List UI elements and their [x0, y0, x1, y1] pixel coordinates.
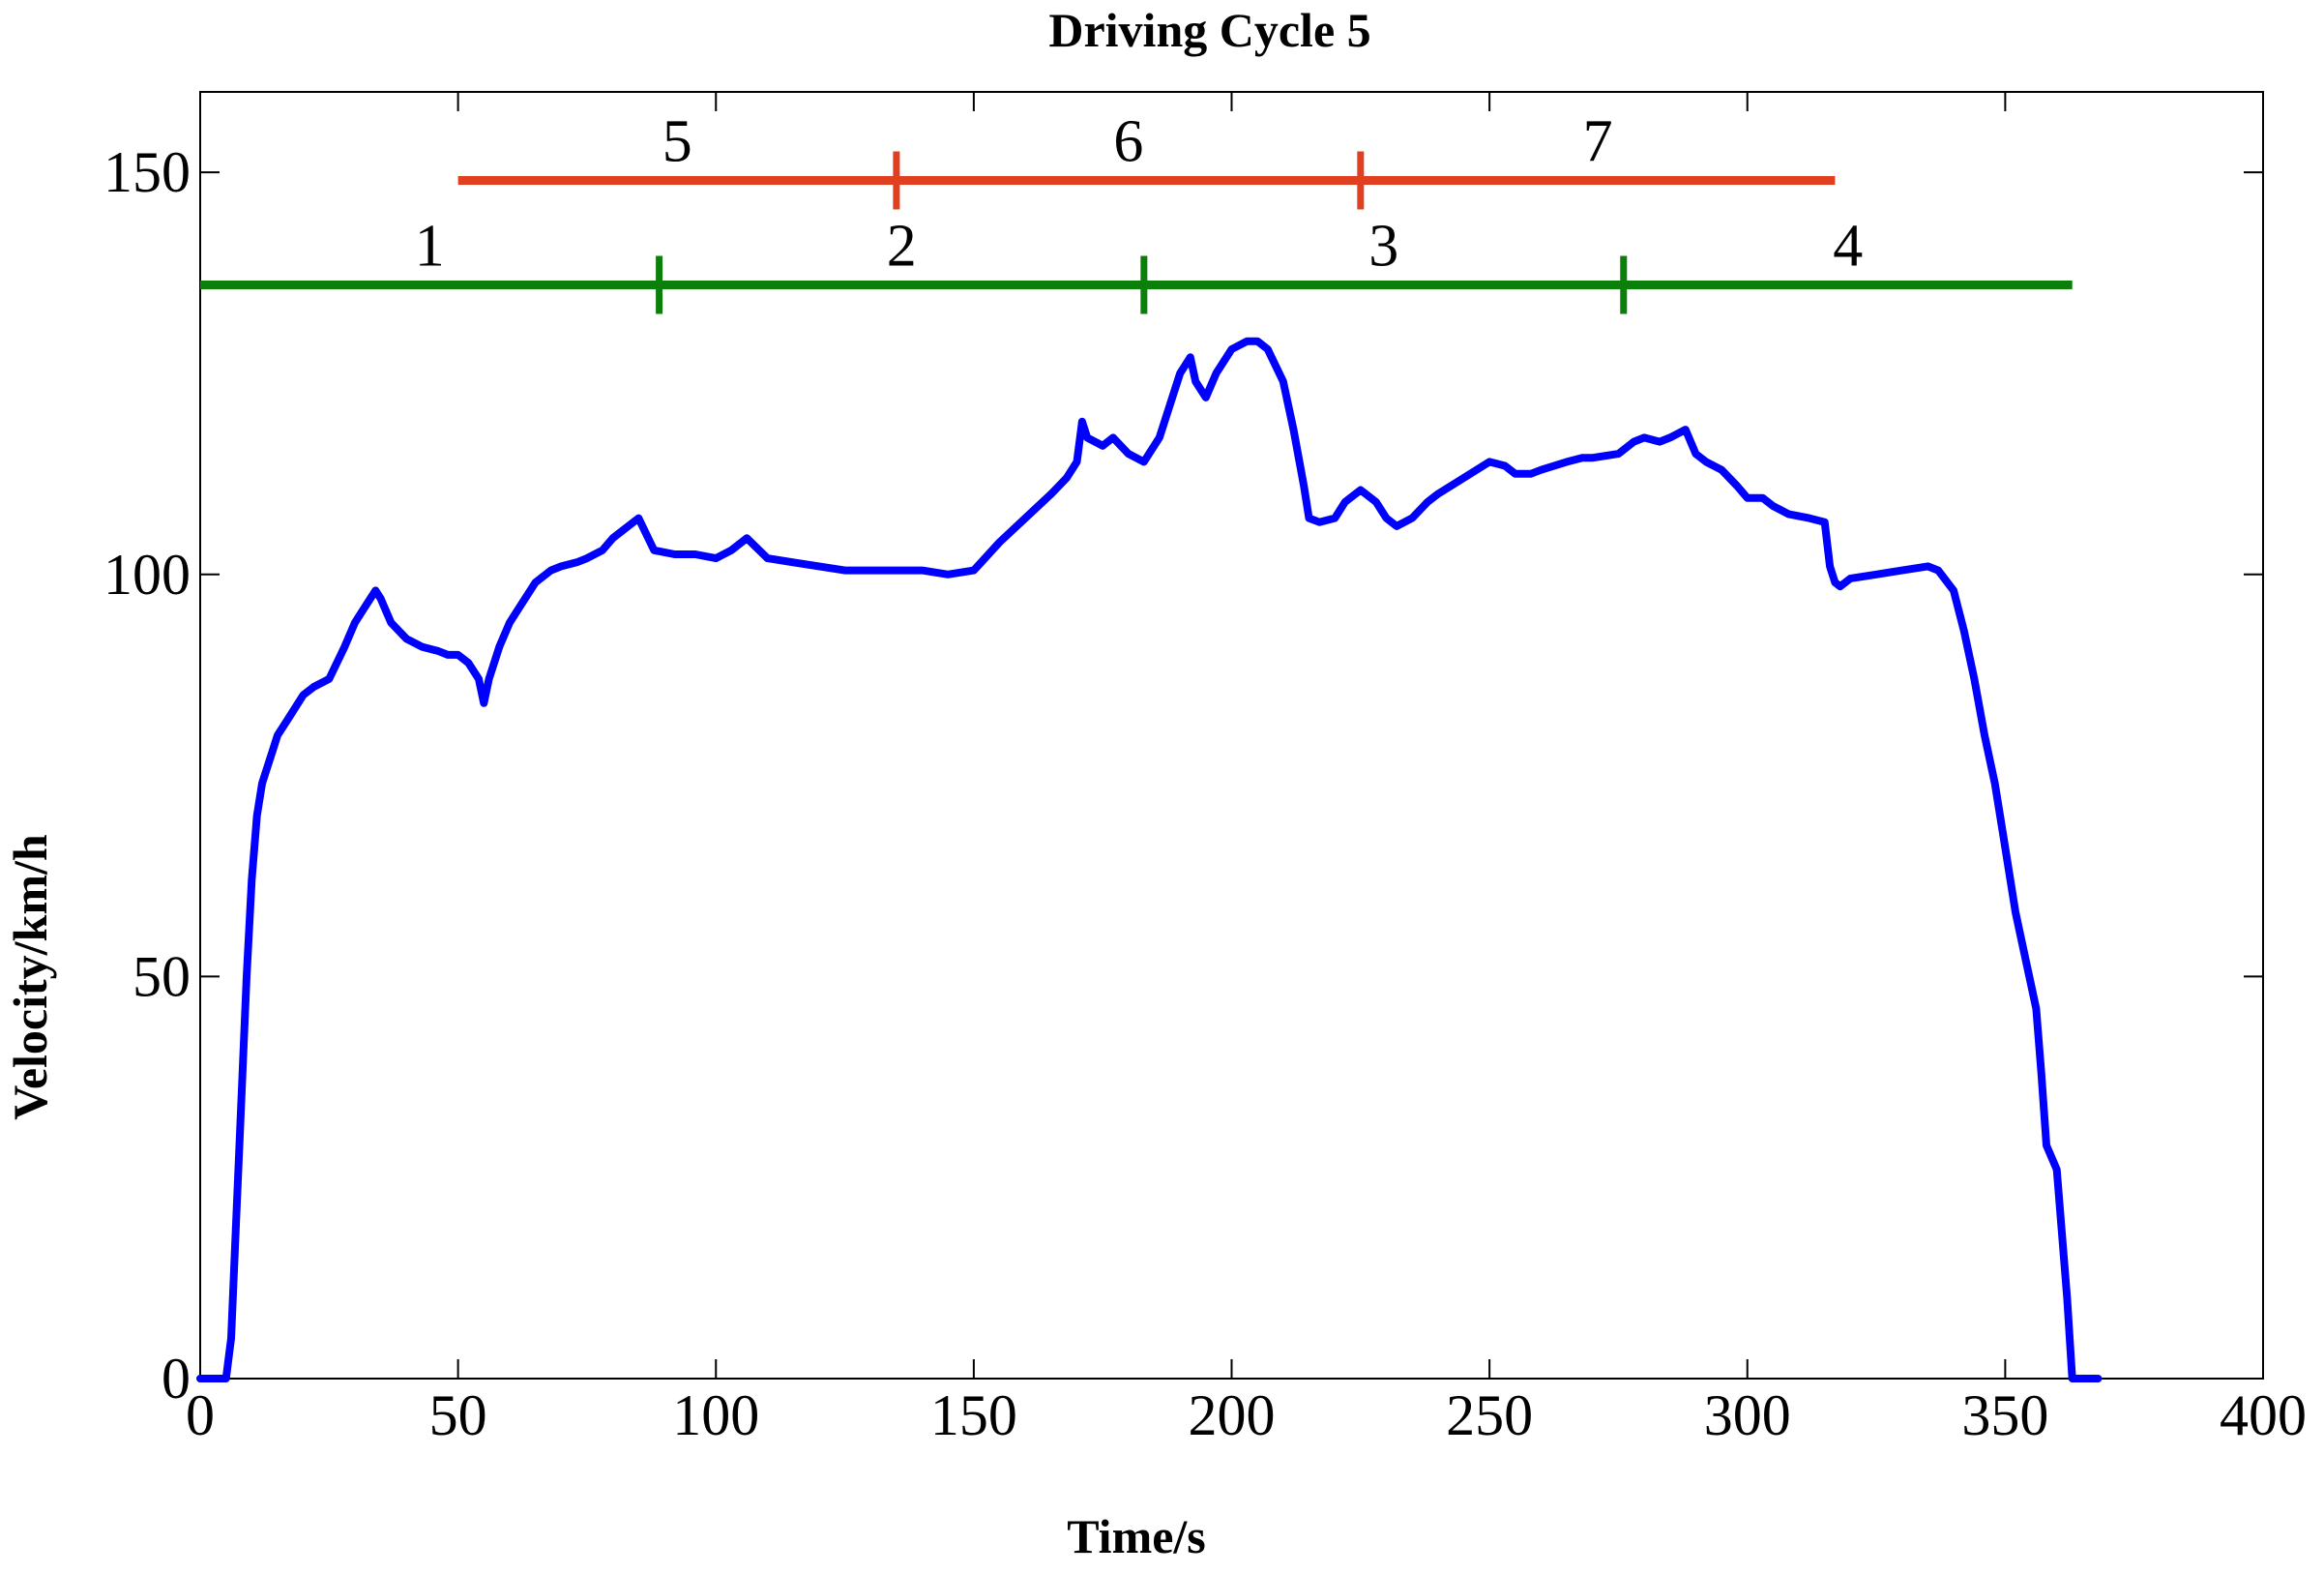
segment-label-1: 1: [415, 214, 445, 280]
x-tick-label: 250: [1446, 1383, 1533, 1447]
y-axis-label: Velocity/km/h: [3, 834, 57, 1120]
segment-label-5: 5: [662, 108, 692, 174]
segment-label-3: 3: [1368, 214, 1398, 280]
segment-label-4: 4: [1833, 214, 1863, 280]
x-tick-label: 300: [1704, 1383, 1791, 1447]
x-axis-label: Time/s: [1067, 1509, 1206, 1563]
x-tick-label: 400: [2220, 1383, 2307, 1447]
axis-ticks: 0 50 100 150 200 250 300 350 400 0 50 100 150: [103, 92, 2307, 1447]
segment-label-6: 6: [1113, 108, 1143, 174]
x-tick-label: 350: [1961, 1383, 2048, 1447]
segment-bars: 5 6 7 1 2 3 4: [200, 108, 2073, 314]
segment-label-2: 2: [887, 214, 917, 280]
x-tick-label: 50: [429, 1383, 487, 1447]
velocity-series-line: [196, 337, 2103, 1382]
x-tick-label: 150: [930, 1383, 1017, 1447]
series-layer: [196, 337, 2103, 1382]
y-tick-label: 50: [132, 944, 191, 1008]
y-tick-label: 100: [103, 543, 191, 607]
x-tick-label: 100: [672, 1383, 759, 1447]
segment-label-7: 7: [1583, 108, 1613, 174]
y-tick-label: 0: [162, 1347, 191, 1411]
x-tick-label: 0: [186, 1383, 215, 1447]
y-tick-label: 150: [103, 140, 191, 204]
x-tick-label: 200: [1189, 1383, 1276, 1447]
chart-title: Driving Cycle 5: [1048, 3, 1370, 57]
